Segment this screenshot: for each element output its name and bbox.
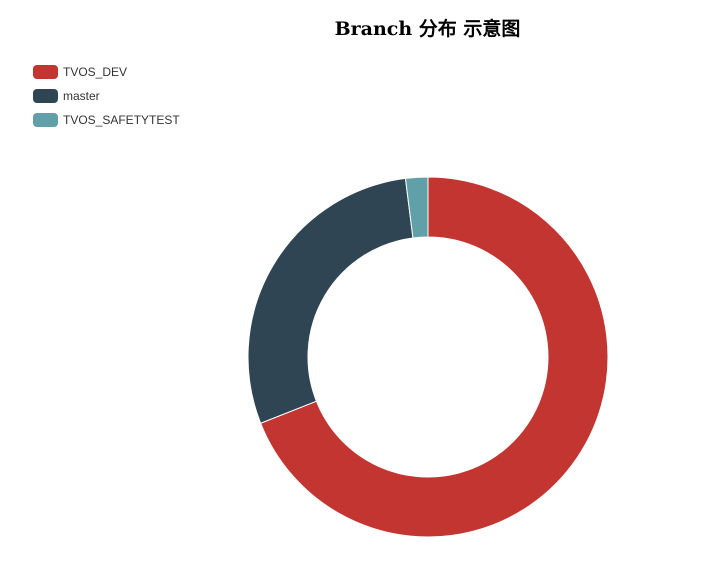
pie-slice-tvos-dev[interactable] (259, 176, 609, 538)
legend-label: master (63, 89, 100, 103)
legend-item[interactable]: master (33, 84, 180, 108)
legend-item[interactable]: TVOS_DEV (33, 60, 180, 84)
legend-label: TVOS_DEV (63, 65, 128, 79)
legend-swatch (33, 89, 58, 103)
legend-item[interactable]: TVOS_SAFETYTEST (33, 108, 180, 132)
legend-swatch (33, 65, 58, 79)
pie-slice-tvos-safetytest[interactable] (404, 176, 429, 239)
legend-label: TVOS_SAFETYTEST (63, 113, 180, 127)
legend-swatch (33, 113, 58, 127)
chart-title: Branch 分布 示意图 (334, 18, 521, 40)
pie-slice-master[interactable] (247, 177, 414, 424)
